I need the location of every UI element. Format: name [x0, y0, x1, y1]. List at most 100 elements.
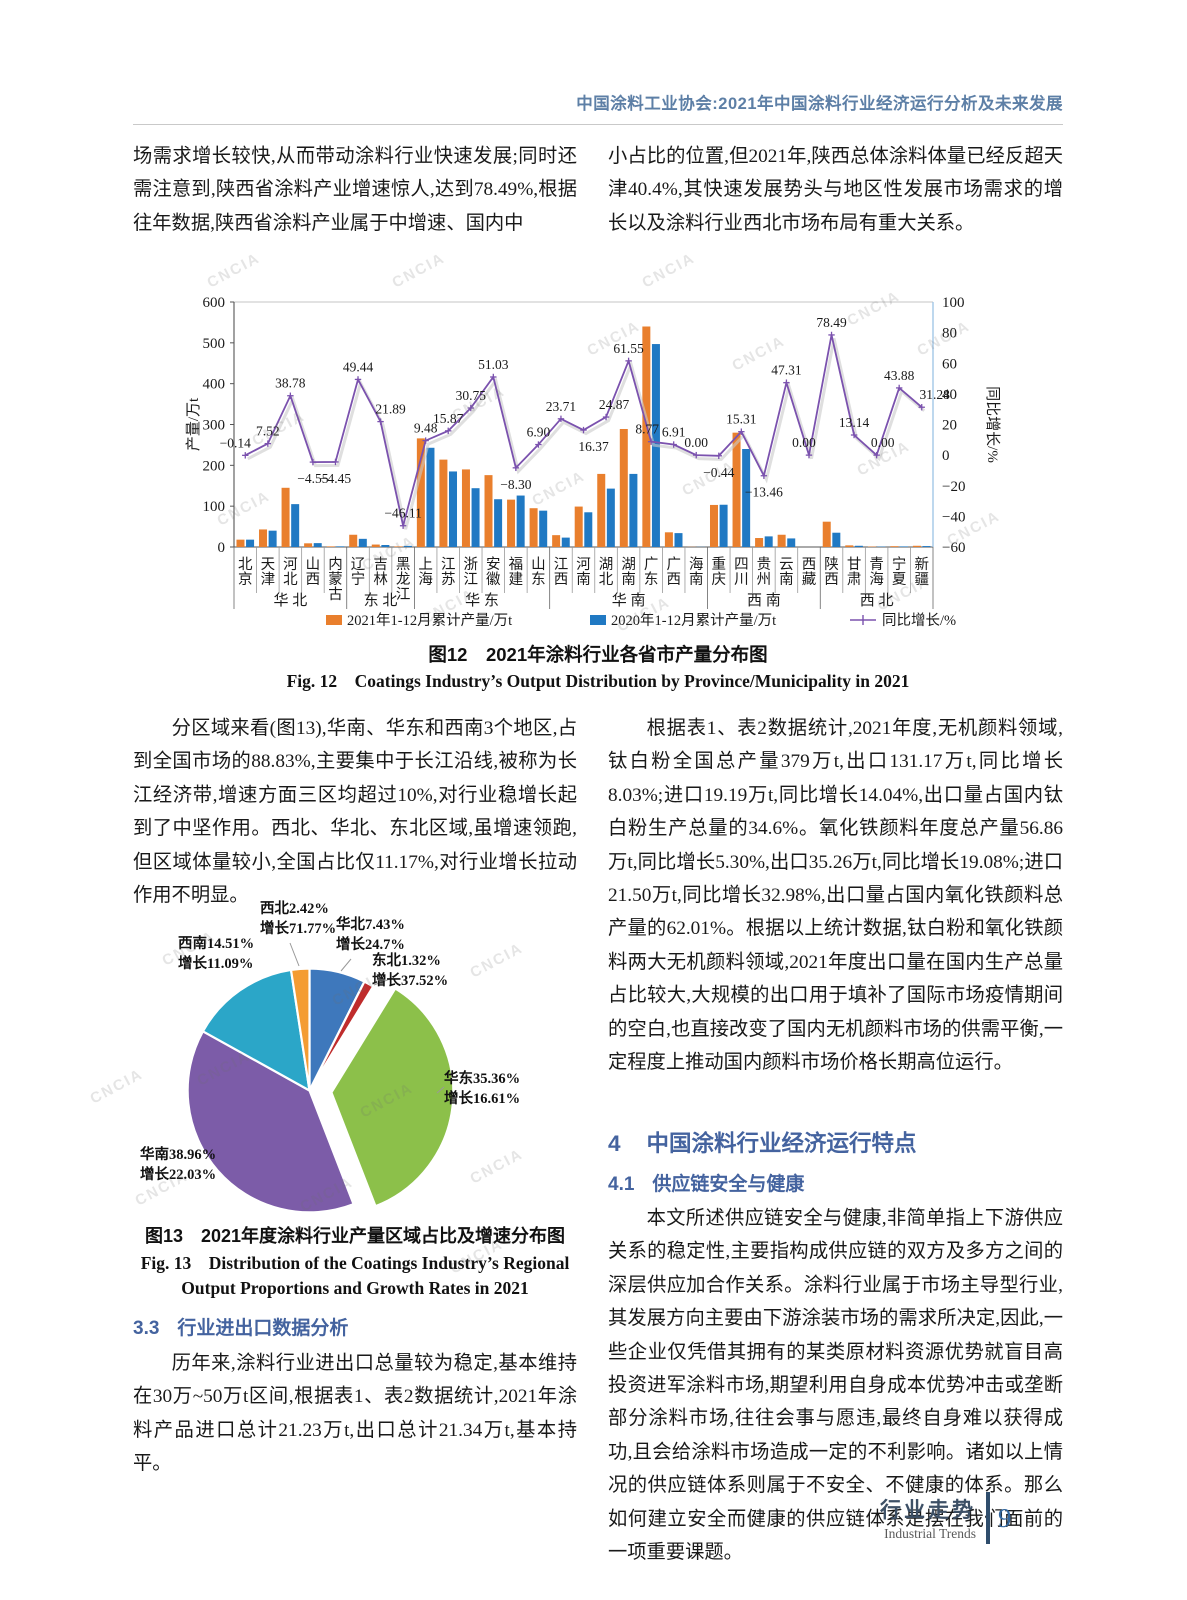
- pie-slice-西南: [201, 968, 311, 1093]
- svg-text:7.52: 7.52: [256, 424, 280, 439]
- svg-text:广西: 广西: [666, 556, 681, 588]
- bar: [507, 499, 516, 547]
- svg-text:9.48: 9.48: [414, 421, 438, 436]
- svg-text:四川: 四川: [734, 557, 749, 588]
- bar: [822, 521, 831, 547]
- section-title: 中国涂料行业经济运行特点: [646, 1131, 917, 1156]
- bar: [371, 544, 380, 547]
- svg-text:北京: 北京: [238, 556, 253, 588]
- svg-text:500: 500: [203, 336, 226, 352]
- bar: [777, 534, 786, 547]
- svg-text:甘肃: 甘肃: [847, 556, 862, 588]
- bar: [426, 447, 435, 547]
- svg-text:49.44: 49.44: [343, 359, 374, 374]
- svg-text:38.78: 38.78: [275, 376, 306, 391]
- svg-text:新疆: 新疆: [914, 556, 929, 588]
- x-axis-labels: 北京天津河北山西内蒙古辽宁吉林黑龙江上海江苏浙江安徽福建山东江西河南湖北湖南广东…: [238, 556, 929, 603]
- svg-text:−0.44: −0.44: [703, 465, 734, 480]
- figure12-bar-line-chart: 0 100 200 300 400 500 600 −60 −40 −20 0 20 40 60 80 100…: [138, 253, 1058, 633]
- bar: [313, 543, 322, 547]
- svg-text:上海: 上海: [418, 556, 433, 588]
- svg-text:6.90: 6.90: [527, 425, 551, 440]
- bar: [461, 469, 470, 547]
- svg-text:40: 40: [942, 387, 957, 403]
- bar: [742, 449, 751, 547]
- figure13-pie-chart: 华北7.43% 增长24.7% 东北1.32% 增长37.52% 华东35.36% 增长1…: [140, 893, 590, 1223]
- page-footer: 行业走势 Industrial Trends 9: [880, 1492, 1012, 1544]
- paragraph-left-bottom: 历年来,涂料行业进出口总量较为稳定,基本维持在30万~50万t区间,根据表1、表…: [133, 1353, 577, 1475]
- bar: [845, 545, 854, 547]
- section-number: 4: [608, 1131, 621, 1156]
- fig13-caption-en-2: Output Proportions and Growth Rates in 2…: [181, 1278, 529, 1298]
- svg-text:0: 0: [942, 448, 950, 464]
- legend-swatch-2021: [326, 615, 342, 625]
- bar: [597, 473, 606, 547]
- svg-text:15.87: 15.87: [433, 411, 464, 426]
- svg-text:20: 20: [942, 418, 957, 434]
- bar: [516, 495, 525, 547]
- svg-text:−8.30: −8.30: [500, 477, 531, 492]
- pie-label-华东: 华东35.36% 增长16.61%: [444, 1071, 521, 1107]
- bar: [642, 326, 651, 547]
- left-axis-title: 产量/万t: [185, 397, 202, 451]
- chart-legend: 2021年1-12月累计产量/万t 2020年1-12月累计产量/万t 同比增长/%: [326, 612, 956, 629]
- svg-text:辽宁: 辽宁: [351, 556, 366, 588]
- svg-text:200: 200: [203, 458, 226, 474]
- svg-text:61.55: 61.55: [613, 341, 644, 356]
- svg-text:8.77: 8.77: [635, 422, 659, 437]
- svg-text:16.37: 16.37: [578, 439, 609, 454]
- svg-text:云南: 云南: [779, 557, 794, 588]
- page-number: 9: [998, 1502, 1012, 1533]
- bar: [854, 545, 863, 547]
- svg-text:西 南: 西 南: [747, 592, 781, 609]
- bar: [349, 534, 358, 547]
- svg-text:内蒙古: 内蒙古: [328, 556, 343, 603]
- svg-text:51.03: 51.03: [478, 357, 509, 372]
- paragraph-right-bottom: 本文所述供应链安全与健康,非简单指上下游供应关系的稳定性,主要指构成供应链的双方…: [608, 1208, 1063, 1564]
- footer-title-cn: 行业走势: [880, 1499, 976, 1522]
- bar: [381, 544, 390, 547]
- svg-text:−40: −40: [942, 509, 965, 525]
- section-4-heading: 4 中国涂料行业经济运行特点: [608, 1126, 917, 1158]
- svg-text:河北: 河北: [283, 556, 298, 588]
- svg-text:100: 100: [203, 499, 226, 515]
- paragraph-left-mid: 分区域来看(图13),华南、华东和西南3个地区,占到全国市场的88.83%,主要…: [133, 718, 577, 907]
- svg-text:西 北: 西 北: [860, 592, 894, 609]
- svg-text:−0.14: −0.14: [220, 435, 251, 450]
- pie-label-华南: 华南38.96% 增长22.03%: [140, 1147, 217, 1183]
- bar: [755, 538, 764, 547]
- bar: [539, 510, 548, 547]
- svg-text:−13.46: −13.46: [745, 485, 783, 500]
- pie-slice-东北: [308, 980, 375, 1092]
- bar: [709, 504, 718, 547]
- svg-text:浙江: 浙江: [464, 556, 479, 588]
- bar-line-chart-svg: 0 100 200 300 400 500 600 −60 −40 −20 0 20 40 60 80 100…: [185, 295, 1001, 629]
- svg-text:0: 0: [218, 540, 226, 556]
- right-axis-title: 同比增长/%: [984, 386, 1001, 463]
- pie-slice-西北: [289, 967, 311, 1091]
- svg-text:13.14: 13.14: [839, 415, 870, 430]
- pie-label-华北: 华北7.43% 增长24.7%: [336, 917, 405, 953]
- paragraph-right-mid: 根据表1、表2数据统计,2021年度,无机颜料领域,钛白粉全国总产量379万t,…: [608, 718, 1063, 1074]
- svg-text:24.87: 24.87: [599, 397, 630, 412]
- bar: [629, 473, 638, 547]
- svg-text:湖南: 湖南: [621, 556, 636, 588]
- svg-text:黑龙江: 黑龙江: [396, 557, 411, 603]
- bars-2020: [246, 344, 931, 547]
- svg-text:6.91: 6.91: [662, 425, 686, 440]
- fig12-caption-en: Fig. 12 Coatings Industry’s Output Distr…: [286, 671, 910, 691]
- pie-slices: [186, 967, 455, 1214]
- svg-text:东 北: 东 北: [364, 592, 398, 609]
- svg-text:山西: 山西: [306, 556, 321, 588]
- bar: [326, 546, 335, 547]
- svg-text:300: 300: [203, 418, 226, 434]
- svg-text:吉林: 吉林: [373, 556, 388, 588]
- bar: [922, 546, 931, 547]
- section-title: 行业进出口数据分析: [177, 1318, 349, 1339]
- bar: [403, 545, 412, 547]
- svg-text:43.88: 43.88: [884, 368, 915, 383]
- bar: [552, 535, 561, 547]
- svg-text:河南: 河南: [576, 556, 591, 588]
- svg-text:31.28: 31.28: [920, 387, 951, 402]
